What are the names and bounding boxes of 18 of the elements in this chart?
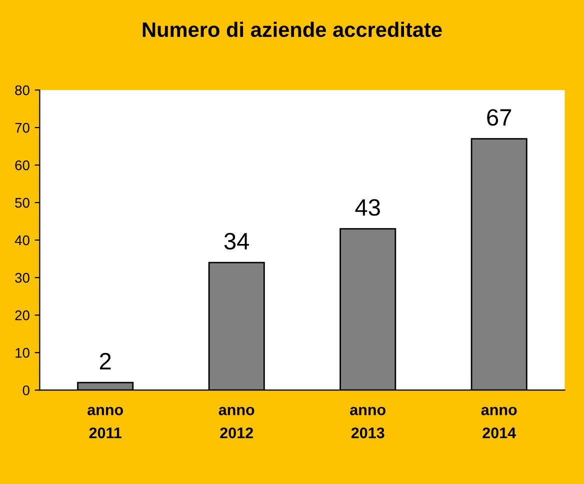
chart-title: Numero di aziende accreditate	[142, 22, 442, 38]
x-tick-label: anno 2011	[88, 406, 123, 438]
x-tick-label: anno 2012	[218, 406, 254, 438]
y-tick-label: 70	[15, 122, 30, 133]
x-tick-label: anno 2013	[350, 406, 386, 438]
y-tick-label: 50	[15, 198, 30, 208]
data-label: 34	[224, 232, 250, 250]
y-tick-label: 30	[15, 272, 30, 283]
y-tick-label: 60	[15, 160, 30, 170]
x-tick-label: anno 2014	[481, 406, 517, 438]
data-label: 43	[355, 199, 380, 216]
y-tick-label: 10	[16, 348, 30, 358]
y-tick-label: 40	[14, 235, 30, 246]
data-label: 2	[100, 352, 111, 370]
y-tick-label: 0	[22, 385, 30, 396]
data-label: 67	[487, 109, 512, 126]
y-tick-label: 20	[15, 310, 30, 320]
y-tick-label: 80	[15, 85, 30, 96]
